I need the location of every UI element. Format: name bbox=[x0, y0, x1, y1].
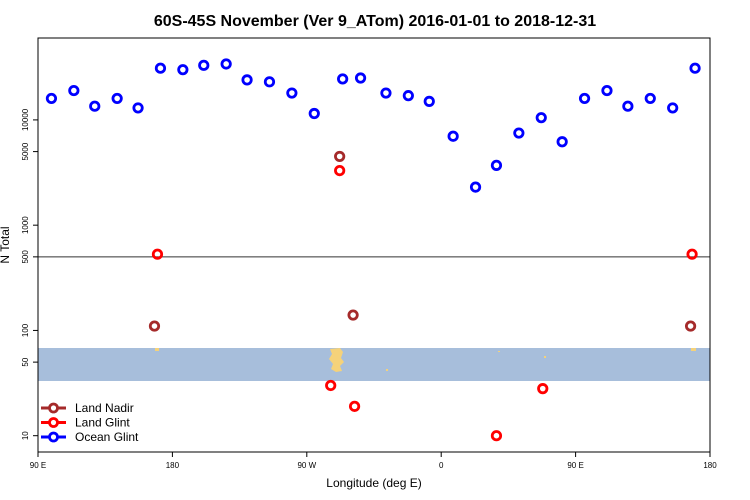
data-point-ocean-glint bbox=[132, 102, 144, 114]
data-point-ocean-glint bbox=[177, 64, 189, 76]
x-tick-label: 90 E bbox=[30, 461, 46, 470]
y-tick-label: 500 bbox=[21, 250, 30, 264]
legend-marker bbox=[48, 417, 59, 428]
data-point-ocean-glint bbox=[337, 73, 349, 85]
x-tick-label: 180 bbox=[703, 461, 717, 470]
land-patch-small-5 bbox=[498, 351, 500, 352]
data-point-ocean-glint bbox=[111, 92, 123, 105]
map-strip bbox=[38, 348, 710, 381]
data-point-land-glint bbox=[490, 430, 503, 442]
land-patch-small-4 bbox=[544, 356, 546, 358]
data-point-ocean-glint bbox=[469, 181, 482, 193]
data-point-land-glint bbox=[325, 379, 337, 392]
y-tick-label: 10 bbox=[21, 431, 30, 440]
data-point-land-glint bbox=[334, 164, 346, 177]
data-points bbox=[45, 58, 701, 442]
data-point-ocean-glint bbox=[535, 112, 547, 124]
data-point-ocean-glint bbox=[490, 159, 503, 171]
data-point-ocean-glint bbox=[689, 62, 701, 74]
y-tick-label: 10000 bbox=[21, 108, 30, 131]
x-tick-label: 90 W bbox=[297, 461, 316, 470]
data-point-ocean-glint bbox=[286, 87, 298, 99]
y-tick-label: 1000 bbox=[21, 216, 30, 234]
legend-marker bbox=[48, 431, 59, 443]
legend-marker bbox=[48, 402, 59, 414]
y-axis-label: N Total bbox=[0, 226, 12, 263]
y-axis: 10 50 100 500 1000 5000 10000 bbox=[21, 108, 38, 440]
land-patch-south-america bbox=[329, 348, 344, 372]
data-point-ocean-glint bbox=[556, 136, 568, 148]
land-patch-small-2 bbox=[691, 348, 696, 351]
data-point-ocean-glint bbox=[644, 92, 656, 105]
data-point-land-glint bbox=[348, 400, 361, 412]
data-point-ocean-glint bbox=[667, 102, 679, 114]
data-point-ocean-glint bbox=[447, 130, 459, 142]
data-point-ocean-glint bbox=[513, 127, 525, 139]
chart-title: 60S-45S November (Ver 9_ATom) 2016-01-01… bbox=[154, 13, 596, 30]
data-point-ocean-glint bbox=[578, 92, 591, 105]
x-tick-label: 0 bbox=[439, 461, 444, 470]
plot-frame bbox=[37, 37, 711, 453]
y-tick-label: 100 bbox=[21, 323, 30, 337]
data-point-ocean-glint bbox=[402, 90, 414, 102]
legend-entry: Ocean Glint bbox=[75, 430, 139, 444]
y-tick-label: 5000 bbox=[21, 142, 30, 160]
data-point-ocean-glint bbox=[68, 84, 80, 97]
legend-entry: Land Glint bbox=[75, 416, 130, 430]
y-tick-label: 50 bbox=[21, 357, 30, 366]
data-point-ocean-glint bbox=[263, 76, 276, 88]
land-patch-small-1 bbox=[155, 348, 159, 351]
data-point-ocean-glint bbox=[220, 58, 232, 70]
data-point-ocean-glint bbox=[354, 72, 367, 84]
data-point-ocean-glint bbox=[380, 87, 392, 99]
x-tick-label: 180 bbox=[166, 461, 180, 470]
data-point-ocean-glint bbox=[241, 74, 253, 86]
data-point-ocean-glint bbox=[198, 59, 210, 71]
data-point-land-glint bbox=[686, 248, 698, 260]
data-point-land-nadir bbox=[684, 320, 697, 332]
data-point-ocean-glint bbox=[154, 62, 167, 74]
data-point-land-nadir bbox=[334, 150, 346, 163]
data-point-ocean-glint bbox=[308, 107, 320, 120]
data-point-ocean-glint bbox=[423, 95, 435, 107]
data-point-land-glint bbox=[537, 383, 549, 395]
data-point-land-glint bbox=[151, 248, 164, 260]
data-point-land-nadir bbox=[347, 309, 359, 321]
data-point-ocean-glint bbox=[45, 92, 58, 105]
data-point-land-nadir bbox=[148, 320, 161, 332]
data-point-ocean-glint bbox=[89, 100, 101, 112]
x-axis-label: Longitude (deg E) bbox=[326, 476, 421, 490]
x-axis: 90 E 180 90 W 0 90 E 180 bbox=[30, 452, 717, 470]
data-point-ocean-glint bbox=[622, 100, 634, 112]
x-tick-label: 90 E bbox=[567, 461, 583, 470]
ocean-band bbox=[38, 348, 710, 381]
land-patch-small-3 bbox=[386, 369, 388, 371]
data-point-ocean-glint bbox=[601, 84, 613, 97]
legend-entry: Land Nadir bbox=[75, 401, 134, 415]
